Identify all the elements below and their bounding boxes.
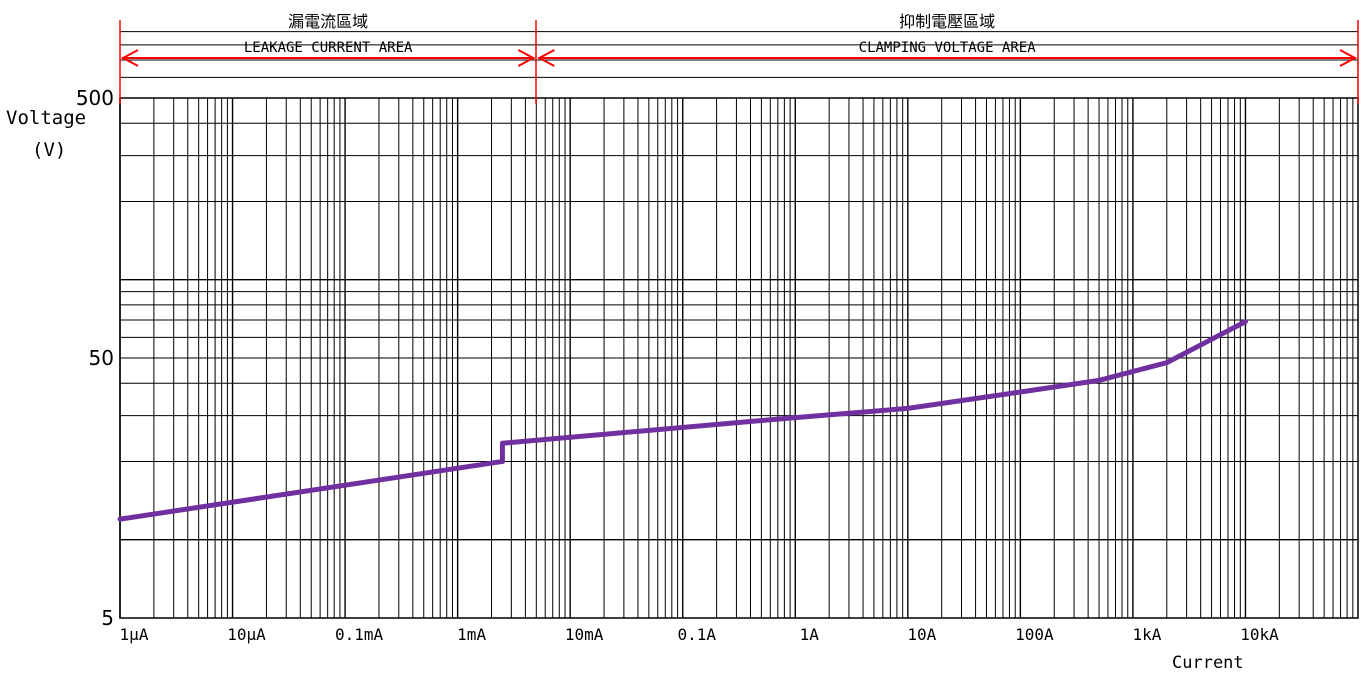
x-tick-label: 10mA [565,625,604,644]
y-axis-label-line1: Voltage [6,107,86,129]
leakage-area-subtitle: LEAKAGE CURRENT AREA [244,40,413,56]
x-tick-label: 1kA [1132,625,1161,644]
x-tick-label: 1μA [120,625,149,644]
x-tick-label: 0.1A [677,625,716,644]
plot-frame [119,97,1359,619]
series-line [117,319,1248,522]
x-tick-label: 10μA [227,625,266,644]
clamping-area-arrowhead-right [1339,49,1358,67]
leakage-area-title: 漏電流區域 [288,12,368,31]
x-tick-label: 10A [907,625,936,644]
x-tick-label: 100A [1015,625,1054,644]
x-tick-label: 10kA [1240,625,1279,644]
area-annotations: 漏電流區域 LEAKAGE CURRENT AREA 抑制電壓區域 CLAMPING … [119,12,1359,104]
x-tick-labels: 1μA 10μA 0.1mA 1mA 10mA 0.1A 1A 10A 100A 1kA 10kA [120,625,1280,644]
x-tick-label: 1A [800,625,820,644]
y-tick-labels: 5 50 500 [76,86,114,630]
leakage-area-arrowhead-right [517,49,536,67]
y-axis-label-line2: (V) [32,139,66,161]
series-layer [117,319,1248,522]
x-tick-label: 0.1mA [335,625,384,644]
y-tick-label: 5 [101,606,114,630]
grid [119,31,1358,618]
clamping-area-arrowhead-left [537,49,555,67]
y-tick-label: 500 [76,86,114,110]
clamping-area-title: 抑制電壓區域 [899,12,995,31]
clamping-area-subtitle: CLAMPING VOLTAGE AREA [859,40,1037,56]
x-tick-label: 1mA [457,625,486,644]
y-tick-label: 50 [89,346,114,370]
leakage-area-arrowhead-left [120,49,139,67]
x-axis-label: Current [1172,653,1244,673]
